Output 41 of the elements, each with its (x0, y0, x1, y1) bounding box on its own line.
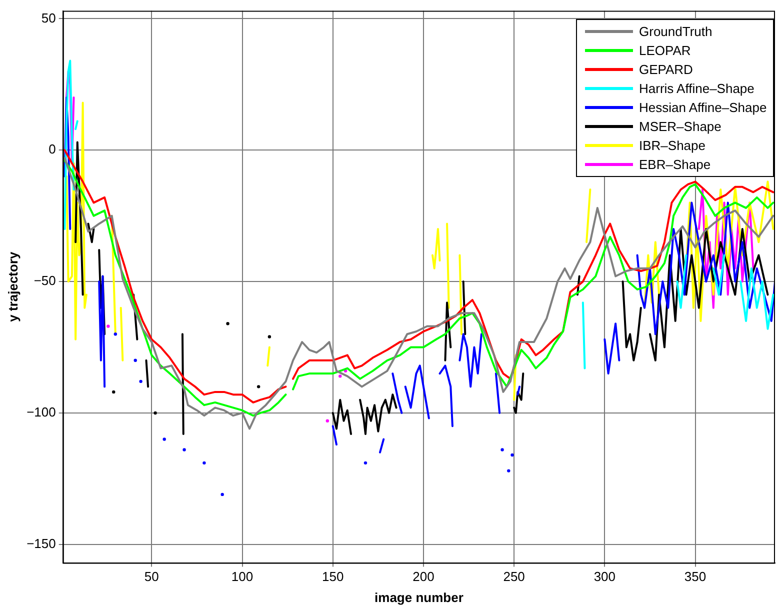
point (106, 324, 110, 328)
point (364, 461, 368, 465)
x-tick-label: 300 (594, 569, 616, 584)
point (507, 469, 510, 472)
point (134, 358, 137, 362)
point (326, 419, 330, 422)
x-tick-label: 200 (412, 569, 434, 584)
point (220, 492, 224, 496)
x-tick-label: 100 (231, 569, 254, 584)
point (139, 380, 142, 384)
point (268, 335, 272, 338)
point (182, 448, 186, 452)
y-tick-label: 0 (48, 142, 56, 157)
y-tick-label: −100 (26, 404, 56, 420)
legend-label: Hessian Affine–Shape (639, 98, 767, 117)
y-tick-label: −150 (26, 536, 56, 551)
legend-label: GEPARD (639, 60, 693, 79)
point (154, 411, 157, 415)
point (256, 385, 260, 388)
point (510, 453, 514, 457)
legend-label: LEOPAR (639, 42, 691, 60)
legend-label: Harris Affine–Shape (639, 80, 754, 98)
x-tick-label: 150 (322, 569, 344, 584)
point (226, 322, 230, 326)
legend-label: MSER–Shape (639, 118, 722, 136)
legend-label: GroundTruth (639, 22, 712, 41)
x-axis-title: image number (374, 590, 464, 605)
legend-label: IBR–Shape (639, 136, 706, 155)
point (162, 438, 166, 441)
x-tick-label: 250 (503, 569, 525, 584)
y-axis-title: y trajectory (5, 250, 20, 322)
x-tick-label: 350 (684, 569, 706, 584)
x-tick-label: 50 (144, 569, 159, 584)
point (500, 448, 504, 452)
legend-label: EBR–Shape (639, 156, 711, 174)
y-tick-label: −50 (34, 273, 56, 288)
point (202, 461, 206, 465)
point (114, 332, 118, 336)
point (112, 390, 116, 394)
point (338, 374, 342, 378)
y-tick-label: 50 (41, 10, 56, 26)
